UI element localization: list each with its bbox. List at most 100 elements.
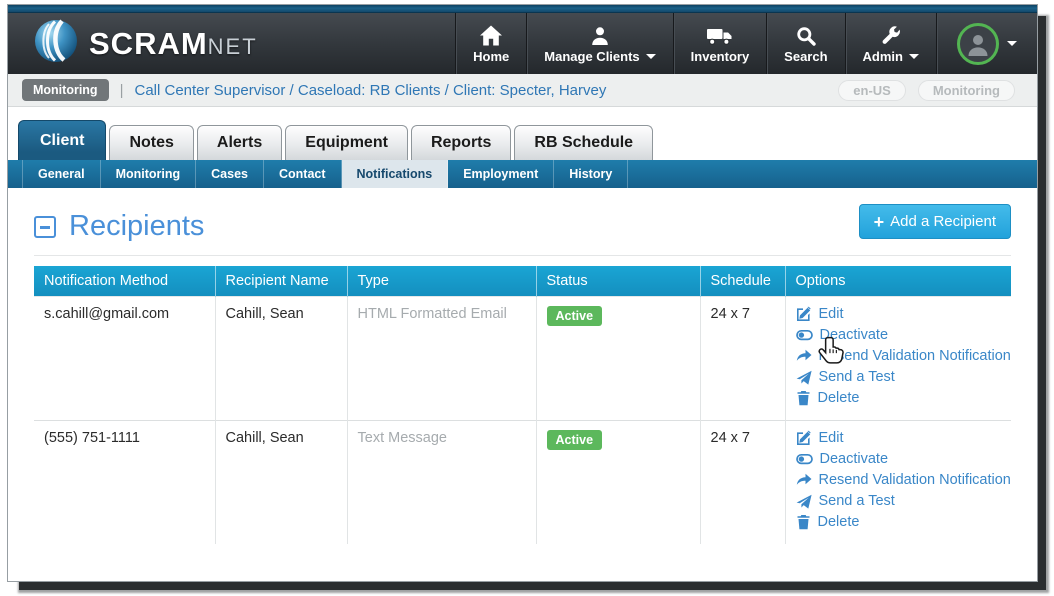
trash-icon (797, 515, 809, 530)
cell-schedule: 24 x 7 (699, 420, 785, 544)
cell-notification-method: s.cahill@gmail.com (34, 296, 215, 421)
breadcrumb[interactable]: Call Center Supervisor / Caseload: RB Cl… (134, 81, 607, 99)
cell-recipient-name: Cahill, Sean (214, 296, 347, 421)
subtab-monitoring[interactable]: Monitoring (101, 160, 197, 188)
resend-validation-link[interactable]: Resend Validation Notification (796, 348, 1011, 364)
chevron-down-icon (909, 53, 919, 59)
logo-wordmark: SCRAM NET (89, 26, 258, 62)
resend-validation-label: Resend Validation Notification (818, 472, 1011, 488)
edit-icon (796, 430, 811, 445)
nav-home[interactable]: Home (455, 13, 526, 74)
send-test-link[interactable]: Send a Test (796, 493, 1002, 509)
col-notification-method: Notification Method (34, 266, 215, 297)
tab-reports[interactable]: Reports (410, 125, 512, 160)
recipients-table: Notification Method Recipient Name Type … (34, 266, 1011, 544)
nav-manage-clients-label: Manage Clients (544, 48, 640, 64)
module-badge: Monitoring (22, 79, 109, 101)
main-tabs: Client Notes Alerts Equipment Reports RB… (8, 107, 1037, 160)
admin-wrench-icon (880, 24, 901, 46)
deactivate-link[interactable]: Deactivate (795, 327, 1002, 343)
toggle-icon (795, 329, 813, 341)
col-schedule: Schedule (699, 266, 785, 297)
table-row: s.cahill@gmail.com Cahill, Sean HTML For… (34, 296, 1011, 421)
section-divider (34, 255, 1011, 256)
page-title: Recipients (69, 210, 205, 242)
collapse-section-icon[interactable] (34, 215, 56, 238)
subtab-contact[interactable]: Contact (264, 160, 342, 188)
col-recipient-name: Recipient Name (214, 266, 347, 297)
cell-status: Active (535, 296, 700, 421)
table-row: (555) 751-1111 Cahill, Sean Text Message… (34, 420, 1011, 544)
nav-inventory-label: Inventory (690, 48, 750, 64)
deactivate-label: Deactivate (819, 327, 889, 343)
tab-equipment[interactable]: Equipment (285, 125, 408, 160)
recipients-section-header: Recipients (34, 210, 1011, 243)
breadcrumb-bar: Monitoring | Call Center Supervisor / Ca… (8, 74, 1037, 107)
tab-rb-schedule[interactable]: RB Schedule (514, 125, 654, 160)
share-arrow-icon (796, 349, 811, 361)
toggle-icon (795, 453, 813, 465)
resend-validation-link[interactable]: Resend Validation Notification (796, 472, 1011, 488)
chevron-down-icon (645, 53, 656, 59)
app-header: SCRAM NET Home Manage Clients (8, 13, 1037, 74)
environment-pill: Monitoring (917, 79, 1015, 101)
subtab-notifications[interactable]: Notifications (341, 160, 449, 188)
manage-clients-icon (590, 24, 610, 46)
edit-label: Edit (818, 306, 844, 322)
paper-plane-icon (796, 370, 812, 385)
deactivate-label: Deactivate (819, 451, 889, 467)
logo-scram-text: SCRAM (89, 25, 208, 61)
nav-search[interactable]: Search (766, 13, 844, 74)
nav-home-label: Home (473, 48, 510, 64)
status-badge: Active (546, 306, 603, 326)
cell-type: HTML Formatted Email (346, 296, 536, 421)
col-type: Type (346, 266, 536, 297)
status-pills: en-US Monitoring (838, 79, 1023, 101)
notifications-content: Recipients + Add a Recipient Notificatio… (8, 188, 1037, 544)
cell-recipient-name: Cahill, Sean (214, 420, 347, 544)
avatar (957, 22, 999, 65)
scramnet-sphere-icon (34, 19, 78, 68)
subtab-general[interactable]: General (22, 160, 101, 188)
add-recipient-button[interactable]: + Add a Recipient (858, 204, 1011, 239)
cell-options: Edit Deactivate Resend Validation Notifi… (784, 420, 1011, 544)
scramnet-logo: SCRAM NET (8, 13, 338, 74)
send-test-label: Send a Test (818, 369, 895, 385)
subtab-employment[interactable]: Employment (448, 160, 555, 188)
col-options: Options (784, 266, 1011, 297)
trash-icon (797, 391, 809, 406)
cell-schedule: 24 x 7 (699, 296, 785, 421)
nav-manage-clients[interactable]: Manage Clients (526, 13, 672, 74)
subtab-cases[interactable]: Cases (196, 160, 264, 188)
paper-plane-icon (796, 494, 812, 509)
delete-link[interactable]: Delete (796, 514, 1002, 530)
send-test-link[interactable]: Send a Test (796, 369, 1002, 385)
account-menu[interactable] (936, 13, 1037, 74)
cell-options: Edit Deactivate Resend Validation Notifi… (784, 296, 1011, 421)
cell-type: Text Message (346, 420, 536, 544)
nav-search-label: Search (784, 48, 828, 64)
edit-icon (796, 306, 811, 321)
client-subtabs: General Monitoring Cases Contact Notific… (8, 160, 1037, 188)
delete-link[interactable]: Delete (796, 390, 1002, 406)
edit-link[interactable]: Edit (796, 430, 1002, 446)
tab-alerts[interactable]: Alerts (196, 125, 283, 160)
subtab-history[interactable]: History (554, 160, 629, 188)
edit-link[interactable]: Edit (796, 306, 1002, 322)
breadcrumb-separator: | (119, 81, 124, 99)
deactivate-link[interactable]: Deactivate (795, 451, 1002, 467)
share-arrow-icon (796, 473, 811, 485)
nav-admin-label: Admin (862, 48, 903, 64)
status-badge: Active (546, 430, 603, 450)
nav-inventory[interactable]: Inventory (672, 13, 767, 74)
tab-client[interactable]: Client (18, 120, 107, 160)
cell-notification-method: (555) 751-1111 (34, 420, 215, 544)
plus-icon: + (873, 211, 885, 232)
cell-status: Active (535, 420, 700, 544)
tab-notes[interactable]: Notes (109, 125, 194, 160)
delete-label: Delete (817, 390, 860, 406)
search-icon (796, 24, 816, 46)
nav-admin[interactable]: Admin (844, 13, 936, 74)
table-header-row: Notification Method Recipient Name Type … (34, 266, 1011, 297)
window-top-accent-strip (8, 5, 1037, 13)
